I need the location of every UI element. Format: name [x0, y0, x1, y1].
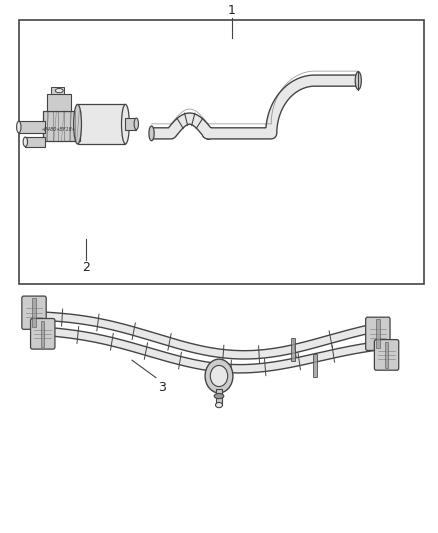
- Bar: [32, 298, 36, 327]
- Ellipse shape: [134, 118, 138, 130]
- Ellipse shape: [23, 137, 28, 147]
- Ellipse shape: [17, 121, 21, 133]
- Bar: [376, 319, 380, 348]
- Bar: [19, 121, 45, 133]
- Bar: [215, 389, 223, 405]
- FancyBboxPatch shape: [31, 319, 55, 349]
- Ellipse shape: [149, 126, 154, 141]
- FancyBboxPatch shape: [366, 317, 390, 350]
- Bar: [25, 137, 45, 147]
- Bar: [78, 104, 125, 144]
- FancyBboxPatch shape: [374, 340, 399, 370]
- Circle shape: [210, 366, 228, 386]
- Ellipse shape: [215, 402, 223, 408]
- Ellipse shape: [74, 104, 81, 144]
- Text: 2: 2: [82, 261, 90, 274]
- Bar: [43, 111, 80, 141]
- Bar: [51, 87, 64, 94]
- Bar: [19, 20, 424, 284]
- Bar: [313, 354, 317, 377]
- Text: «P480»BF18»: «P480»BF18»: [42, 127, 76, 132]
- Bar: [41, 321, 45, 347]
- FancyBboxPatch shape: [22, 296, 46, 329]
- Ellipse shape: [55, 88, 63, 93]
- Bar: [125, 118, 136, 130]
- Bar: [47, 94, 71, 111]
- Bar: [291, 338, 295, 361]
- Circle shape: [205, 359, 233, 393]
- Text: 3: 3: [159, 381, 166, 394]
- Text: 1: 1: [228, 4, 236, 17]
- Ellipse shape: [121, 104, 129, 144]
- Bar: [385, 342, 389, 368]
- Ellipse shape: [355, 71, 361, 90]
- Ellipse shape: [214, 393, 224, 399]
